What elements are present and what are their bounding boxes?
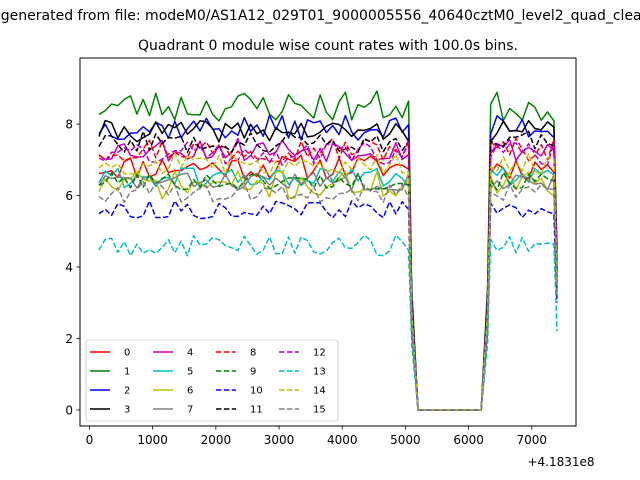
- x-axis: 0 1000 2000 3000 4000 5000 6000 7000: [86, 426, 547, 447]
- chart-title: Quadrant 0 module wise count rates with …: [138, 38, 518, 54]
- legend-label: 14: [313, 386, 326, 397]
- y-tick-label: 6: [65, 189, 73, 203]
- legend-label: 6: [187, 386, 193, 397]
- series-line-10: [98, 200, 558, 411]
- series-line-7: [98, 172, 558, 411]
- legend-label: 10: [250, 386, 263, 397]
- legend-label: 0: [124, 348, 130, 359]
- series-line-3: [98, 119, 558, 411]
- legend-label: 3: [124, 405, 130, 416]
- series-layer: [98, 90, 558, 411]
- legend-label: 9: [250, 367, 256, 378]
- legend-box: [85, 339, 339, 422]
- figure-suptitle: Plots generated from file: modeM0/AS1A12…: [0, 8, 640, 24]
- legend-label: 13: [313, 367, 326, 378]
- legend-label: 12: [313, 348, 326, 359]
- legend-label: 5: [187, 367, 193, 378]
- series-line-12: [98, 141, 558, 411]
- x-tick-label: 5000: [390, 433, 421, 447]
- x-tick-label: 0: [86, 433, 94, 447]
- legend-label: 1: [124, 367, 130, 378]
- plot-frame: [79, 57, 577, 427]
- legend-label: 8: [250, 348, 256, 359]
- x-tick-label: 4000: [327, 433, 358, 447]
- legend-label: 15: [313, 405, 326, 416]
- legend-label: 11: [250, 405, 263, 416]
- x-tick-label: 1000: [137, 433, 168, 447]
- y-tick-label: 2: [65, 332, 73, 346]
- x-tick-label: 7000: [516, 433, 547, 447]
- legend-label: 7: [187, 405, 193, 416]
- series-line-1: [98, 90, 558, 411]
- y-tick-label: 0: [65, 403, 73, 417]
- series-line-15: [98, 181, 558, 411]
- legend-label: 4: [187, 348, 193, 359]
- series-line-11: [98, 130, 558, 411]
- series-line-14: [98, 152, 558, 411]
- x-tick-label: 2000: [201, 433, 232, 447]
- series-line-9: [98, 171, 558, 411]
- legend-label: 2: [124, 386, 130, 397]
- x-tick-label: 3000: [264, 433, 295, 447]
- x-offset-label: +4.1831e8: [527, 455, 594, 469]
- y-axis: 0 2 4 6 8: [65, 118, 80, 417]
- series-line-4: [98, 137, 558, 411]
- y-tick-label: 4: [65, 261, 73, 275]
- series-line-13: [98, 234, 558, 411]
- x-tick-label: 6000: [453, 433, 484, 447]
- y-tick-label: 8: [65, 118, 73, 132]
